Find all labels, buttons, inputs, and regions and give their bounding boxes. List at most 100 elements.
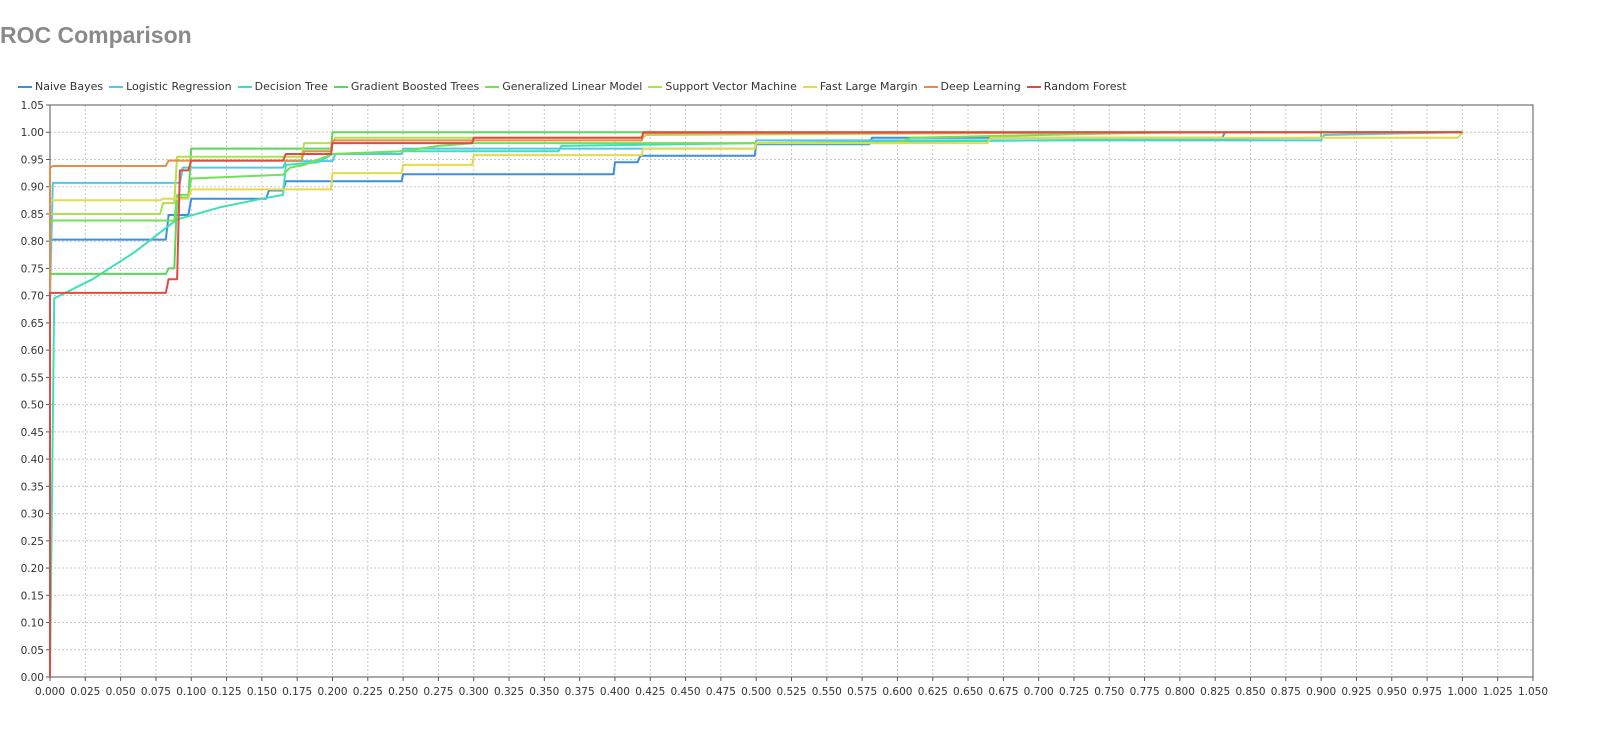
x-tick-label: 0.125 <box>212 686 242 698</box>
x-tick-label: 0.000 <box>35 686 65 698</box>
x-tick-label: 0.550 <box>812 686 842 698</box>
y-tick-label: 1.00 <box>21 127 44 139</box>
legend-label: Logistic Regression <box>126 80 232 93</box>
x-tick-label: 0.050 <box>106 686 136 698</box>
x-tick-label: 0.275 <box>423 686 453 698</box>
x-tick-label: 0.650 <box>953 686 983 698</box>
y-tick-label: 0.90 <box>21 182 44 194</box>
y-tick-label: 0.70 <box>21 291 44 303</box>
legend-swatch <box>237 85 252 88</box>
legend-label: Gradient Boosted Trees <box>350 80 480 93</box>
legend-item-support-vector-machine: Support Vector Machine <box>648 80 797 93</box>
x-tick-label: 0.450 <box>671 686 701 698</box>
legend-swatch <box>923 85 938 88</box>
x-tick-label: 0.625 <box>918 686 948 698</box>
x-tick-label: 0.725 <box>1059 686 1089 698</box>
legend-item-decision-tree: Decision Tree <box>237 80 328 93</box>
x-tick-label: 0.175 <box>282 686 312 698</box>
y-tick-label: 1.05 <box>21 100 44 112</box>
legend-item-logistic-regression: Logistic Regression <box>109 80 232 93</box>
x-tick-label: 0.225 <box>353 686 383 698</box>
legend-label: Deep Learning <box>940 80 1021 93</box>
y-tick-label: 0.80 <box>21 236 44 248</box>
x-tick-label: 0.850 <box>1235 686 1265 698</box>
y-tick-label: 0.40 <box>21 454 44 466</box>
series-line-support-vector-machine <box>49 131 1463 677</box>
legend-item-gradient-boosted-trees: Gradient Boosted Trees <box>333 80 480 93</box>
x-tick-label: 0.400 <box>600 686 630 698</box>
x-tick-label: 0.475 <box>706 686 736 698</box>
x-tick-label: 0.075 <box>141 686 171 698</box>
y-tick-label: 0.85 <box>21 209 44 221</box>
x-tick-label: 0.700 <box>1024 686 1054 698</box>
legend-swatch <box>18 85 32 88</box>
x-tick-label: 0.200 <box>317 686 347 698</box>
y-tick-label: 0.60 <box>21 345 44 357</box>
legend-label: Decision Tree <box>254 80 328 93</box>
y-tick-label: 0.05 <box>21 645 44 657</box>
y-tick-label: 0.15 <box>21 590 44 602</box>
x-tick-label: 0.100 <box>176 686 206 698</box>
legend-swatch <box>1026 85 1041 88</box>
x-tick-label: 0.350 <box>529 686 559 698</box>
x-tick-label: 0.250 <box>388 686 418 698</box>
y-tick-label: 0.30 <box>21 509 44 521</box>
series-line-deep-learning <box>49 131 1463 677</box>
legend-item-generalized-linear-model: Generalized Linear Model <box>485 80 642 93</box>
y-tick-label: 0.25 <box>21 536 44 548</box>
legend-label: Fast Large Margin <box>819 80 918 93</box>
x-tick-label: 0.575 <box>847 686 877 698</box>
x-tick-label: 0.150 <box>247 686 277 698</box>
x-tick-label: 0.800 <box>1165 686 1195 698</box>
legend-item-deep-learning: Deep Learning <box>923 80 1021 93</box>
x-tick-label: 0.600 <box>882 686 912 698</box>
y-tick-label: 0.35 <box>21 481 44 493</box>
x-tick-label: 0.900 <box>1306 686 1336 698</box>
x-tick-label: 0.775 <box>1130 686 1160 698</box>
legend-item-naive-bayes: Naive Bayes <box>18 80 103 93</box>
x-tick-label: 0.925 <box>1341 686 1371 698</box>
x-tick-label: 0.425 <box>635 686 665 698</box>
series-line-decision-tree <box>49 131 1463 678</box>
y-tick-label: 0.00 <box>21 672 44 684</box>
x-tick-label: 0.975 <box>1412 686 1442 698</box>
legend-swatch <box>109 85 124 88</box>
x-tick-label: 0.825 <box>1200 686 1230 698</box>
x-tick-label: 0.750 <box>1094 686 1124 698</box>
x-tick-label: 0.500 <box>741 686 771 698</box>
legend-label: Naive Bayes <box>35 80 104 93</box>
x-tick-label: 0.025 <box>70 686 100 698</box>
chart-legend: Naive Bayes Logistic Regression Decision T… <box>18 80 1133 93</box>
x-tick-label: 0.675 <box>988 686 1018 698</box>
x-tick-label: 0.950 <box>1377 686 1407 698</box>
chart-title: ROC Comparison <box>0 22 192 48</box>
y-tick-label: 0.45 <box>21 427 44 439</box>
y-tick-label: 0.10 <box>21 618 44 630</box>
legend-label: Generalized Linear Model <box>502 80 643 93</box>
legend-item-random-forest: Random Forest <box>1026 80 1127 93</box>
y-tick-label: 0.50 <box>21 400 44 412</box>
legend-item-fast-large-margin: Fast Large Margin <box>802 80 918 93</box>
y-tick-label: 0.20 <box>21 563 44 575</box>
legend-swatch <box>648 85 663 88</box>
x-tick-label: 1.050 <box>1518 686 1548 698</box>
y-tick-label: 0.75 <box>21 263 44 275</box>
legend-swatch <box>485 85 500 88</box>
x-tick-label: 0.325 <box>494 686 524 698</box>
legend-label: Support Vector Machine <box>665 80 797 93</box>
x-tick-label: 1.000 <box>1447 686 1477 698</box>
y-tick-label: 0.95 <box>21 154 44 166</box>
x-tick-label: 0.375 <box>565 686 595 698</box>
series-line-random-forest <box>49 131 1463 677</box>
x-tick-label: 0.300 <box>459 686 489 698</box>
legend-swatch <box>333 85 348 88</box>
x-tick-label: 0.875 <box>1271 686 1301 698</box>
x-tick-label: 1.025 <box>1483 686 1513 698</box>
y-tick-label: 0.65 <box>21 318 44 330</box>
legend-label: Random Forest <box>1043 80 1127 93</box>
x-tick-label: 0.525 <box>776 686 806 698</box>
legend-swatch <box>802 85 817 88</box>
series-line-fast-large-margin <box>49 131 1464 677</box>
y-tick-label: 0.55 <box>21 372 44 384</box>
